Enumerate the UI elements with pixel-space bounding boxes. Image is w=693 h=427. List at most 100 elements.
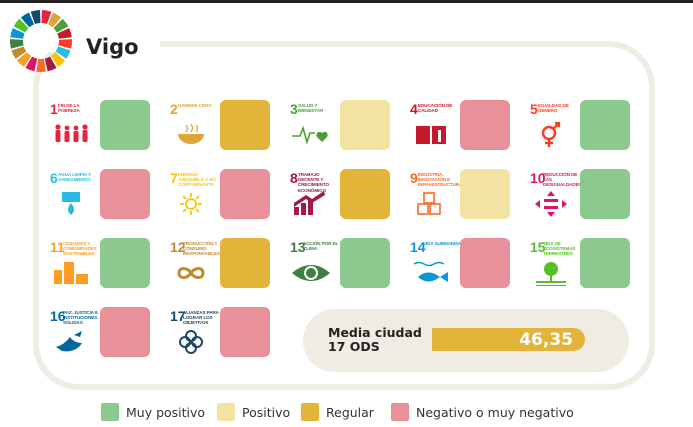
sdg-goal-5: 5 Igualdad de género bbox=[530, 100, 693, 152]
sdg-goal-4: 4 Educación de calidad bbox=[410, 100, 650, 152]
goal-name: Hambre cero bbox=[178, 103, 212, 108]
goal-status-swatch bbox=[100, 169, 150, 219]
infinity-icon bbox=[177, 267, 205, 279]
goal-status-swatch bbox=[460, 169, 510, 219]
sdg-wheel-icon bbox=[9, 10, 73, 73]
city-average-label: Media ciudad 17 ODS bbox=[328, 326, 422, 354]
sdg-goal-2: 2 Hambre cero bbox=[170, 100, 410, 152]
bowl-icon bbox=[178, 123, 204, 144]
goal-status-swatch bbox=[340, 100, 390, 150]
goal-status-swatch bbox=[580, 169, 630, 219]
goal-status-swatch bbox=[460, 238, 510, 288]
dove-icon bbox=[56, 331, 82, 352]
goal-badge: 9 Industria, innovación e infraestructura bbox=[410, 169, 463, 221]
goal-number: 1 bbox=[50, 101, 58, 117]
panel-notch bbox=[20, 30, 160, 52]
goal-badge: 3 Salud y bienestar bbox=[290, 100, 337, 152]
goal-status-swatch bbox=[340, 169, 390, 219]
sdg-goal-14: 14 Vida submarina bbox=[410, 238, 650, 290]
rings-icon bbox=[179, 330, 203, 354]
goal-status-swatch bbox=[220, 169, 270, 219]
sdg-wheel-segment bbox=[58, 39, 73, 49]
sdg-wheel-segment bbox=[11, 46, 27, 59]
goal-badge: 8 Trabajo decente y crecimiento económico bbox=[290, 169, 337, 221]
sdg-wheel-segment bbox=[25, 56, 38, 72]
goal-number: 15 bbox=[530, 239, 546, 255]
goal-status-swatch bbox=[580, 238, 630, 288]
legend-label: Positivo bbox=[242, 405, 291, 420]
goal-status-swatch bbox=[220, 238, 270, 288]
growth-chart-icon bbox=[294, 191, 325, 215]
sdg-wheel-segment bbox=[57, 28, 72, 39]
goal-badge: 12 Producción y consumo responsables bbox=[170, 238, 220, 290]
legend-swatch bbox=[301, 403, 319, 421]
goal-name: Energía asequible y no contaminante bbox=[178, 172, 216, 188]
city-average-label-line2: 17 ODS bbox=[328, 339, 380, 354]
sdg-goal-6: 6 Agua limpia y saneamiento bbox=[50, 169, 290, 221]
sdg-goal-10: 10 Reducción de las desigualdades bbox=[530, 169, 693, 221]
sdg-wheel-segment bbox=[10, 28, 25, 39]
goal-badge: 11 Ciudades y comunidades sostenibles bbox=[50, 238, 97, 290]
city-average-card: Media ciudad 17 ODS 46,35 bbox=[303, 309, 629, 372]
goal-number: 10 bbox=[530, 170, 546, 186]
sdg-goal-12: 12 Producción y consumo responsables bbox=[170, 238, 410, 290]
goal-name: Fin de la pobreza bbox=[58, 103, 80, 114]
sdg-wheel-segment bbox=[20, 12, 34, 28]
goal-name: Igualdad de género bbox=[538, 103, 569, 114]
goal-status-swatch bbox=[460, 100, 510, 150]
sdg-goal-15: 15 Vida de ecosistemas terrestres bbox=[530, 238, 693, 290]
book-icon bbox=[416, 126, 446, 144]
goal-name: Ciudades y comunidades sostenibles bbox=[63, 241, 97, 257]
city-icon bbox=[54, 262, 88, 284]
goal-name: Salud y bienestar bbox=[298, 103, 324, 114]
cubes-icon bbox=[417, 192, 441, 215]
fish-icon bbox=[413, 261, 448, 282]
water-drop-icon bbox=[62, 192, 80, 215]
sdg-wheel-segment bbox=[50, 52, 66, 67]
goal-number: 6 bbox=[50, 170, 58, 186]
goal-name: Trabajo decente y crecimiento económico bbox=[298, 172, 329, 193]
goal-name: Producción y consumo responsables bbox=[183, 241, 220, 257]
goal-number: 4 bbox=[410, 101, 418, 117]
goal-name: Acción por el clima bbox=[303, 241, 339, 252]
legend-label: Muy positivo bbox=[126, 405, 206, 420]
goal-name: Vida submarina bbox=[423, 241, 462, 246]
gender-icon bbox=[541, 122, 561, 147]
goal-number: 2 bbox=[170, 101, 178, 117]
legend-label: Negativo o muy negativo bbox=[416, 405, 574, 420]
city-average-label-line1: Media ciudad bbox=[328, 325, 422, 340]
goal-number: 8 bbox=[290, 170, 298, 186]
sdg-wheel-segment bbox=[55, 46, 71, 59]
goal-badge: 6 Agua limpia y saneamiento bbox=[50, 169, 97, 221]
goal-number: 7 bbox=[170, 170, 178, 186]
heartbeat-icon bbox=[292, 125, 328, 145]
goal-status-swatch bbox=[220, 100, 270, 150]
goal-badge: 2 Hambre cero bbox=[170, 100, 217, 152]
goal-badge: 10 Reducción de las desigualdades bbox=[530, 169, 582, 221]
sdg-goal-9: 9 Industria, innovación e infraestructura bbox=[410, 169, 650, 221]
goal-name: Agua limpia y saneamiento bbox=[58, 172, 91, 183]
sdg-goal-1: 1 Fin de la pobreza bbox=[50, 100, 290, 152]
goal-status-swatch bbox=[220, 307, 270, 357]
eye-globe-icon bbox=[292, 265, 330, 281]
goal-number: 13 bbox=[290, 239, 306, 255]
goal-number: 12 bbox=[170, 239, 186, 255]
sdg-wheel-segment bbox=[41, 10, 52, 25]
goal-badge: 17 Alianzas para lograr los objetivos bbox=[170, 307, 219, 359]
sdg-wheel-segment bbox=[16, 52, 32, 67]
top-rule bbox=[0, 0, 693, 3]
legend-label: Regular bbox=[326, 405, 374, 420]
goal-badge: 5 Igualdad de género bbox=[530, 100, 577, 152]
sdg-wheel-segment bbox=[9, 39, 24, 49]
goal-badge: 15 Vida de ecosistemas terrestres bbox=[530, 238, 577, 290]
sun-icon bbox=[180, 193, 202, 215]
sdg-goal-17: 17 Alianzas para lograr los objetivos bbox=[170, 307, 410, 359]
goal-status-swatch bbox=[100, 307, 150, 357]
sdg-wheel-segment bbox=[13, 18, 29, 33]
header: Vigo bbox=[8, 8, 248, 74]
sdg-wheel-segment bbox=[44, 56, 57, 72]
sdg-goal-7: 7 Energía asequible y no contaminante bbox=[170, 169, 410, 221]
goal-number: 17 bbox=[170, 308, 186, 324]
family-icon bbox=[55, 124, 88, 142]
goal-name: Industria, innovación e infraestructura bbox=[418, 172, 463, 188]
